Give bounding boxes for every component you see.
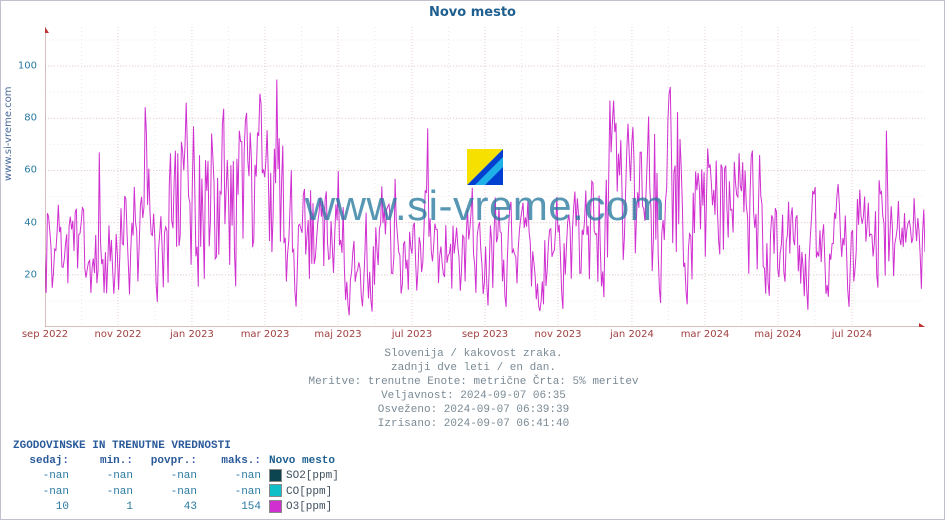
cell-sedaj: -nan <box>13 484 77 499</box>
cell-swatch <box>269 500 286 515</box>
x-tick-label: mar 2023 <box>241 329 290 340</box>
cell-min: -nan <box>77 484 141 499</box>
cell-sedaj: 10 <box>13 500 77 515</box>
chart-container: Novo mesto www.si-vreme.com 20406080100 … <box>0 0 945 520</box>
stats-header-row: sedaj: min.: povpr.: maks.: Novo mesto <box>13 454 347 469</box>
x-tick-label: nov 2022 <box>95 329 142 340</box>
y-tick-label: 100 <box>18 61 37 72</box>
series-swatch-icon <box>269 484 282 497</box>
series-swatch-icon <box>269 469 282 482</box>
cell-series-name: CO[ppm] <box>286 484 347 499</box>
x-tick-label: maj 2023 <box>314 329 361 340</box>
y-tick-label: 80 <box>24 113 37 124</box>
col-min: min.: <box>77 454 141 469</box>
y-tick-label: 40 <box>24 217 37 228</box>
cell-series-name: SO2[ppm] <box>286 469 347 484</box>
metadata-line: Veljavnost: 2024-09-07 06:35 <box>1 389 946 403</box>
cell-swatch <box>269 469 286 484</box>
cell-maks: -nan <box>205 484 269 499</box>
cell-sedaj: -nan <box>13 469 77 484</box>
stats-title: ZGODOVINSKE IN TRENUTNE VREDNOSTI <box>13 439 347 454</box>
table-row: -nan-nan-nan-nanCO[ppm] <box>13 484 347 499</box>
y-axis-tick-labels: 20 40 60 80 100 <box>1 27 41 327</box>
cell-maks: 154 <box>205 500 269 515</box>
x-tick-label: sep 2022 <box>22 329 68 340</box>
cell-min: 1 <box>77 500 141 515</box>
x-tick-label: maj 2024 <box>754 329 801 340</box>
col-maks: maks.: <box>205 454 269 469</box>
plot-area: www.si-vreme.com <box>45 27 925 327</box>
x-tick-label: mar 2024 <box>681 329 730 340</box>
col-povpr: povpr.: <box>141 454 205 469</box>
chart-metadata: Slovenija / kakovost zraka. zadnji dve l… <box>1 347 946 431</box>
stats-table: sedaj: min.: povpr.: maks.: Novo mesto -… <box>13 454 347 515</box>
cell-series-name: O3[ppm] <box>286 500 347 515</box>
series-swatch-icon <box>269 500 282 513</box>
x-axis-tick-labels: sep 2022nov 2022jan 2023mar 2023maj 2023… <box>45 329 925 343</box>
x-tick-label: jul 2023 <box>392 329 433 340</box>
table-row: 10143154 O3[ppm] <box>13 500 347 515</box>
metadata-line: zadnji dve leti / en dan. <box>1 361 946 375</box>
x-tick-label: sep 2023 <box>462 329 508 340</box>
metadata-line: Osveženo: 2024-09-07 06:39:39 <box>1 403 946 417</box>
col-sedaj: sedaj: <box>13 454 77 469</box>
cell-min: -nan <box>77 469 141 484</box>
chart-svg <box>45 27 925 327</box>
x-tick-label: jul 2024 <box>832 329 873 340</box>
cell-maks: -nan <box>205 469 269 484</box>
cell-swatch <box>269 484 286 499</box>
x-tick-label: nov 2023 <box>535 329 582 340</box>
col-group: Novo mesto <box>269 454 347 469</box>
x-tick-label: jan 2023 <box>170 329 214 340</box>
cell-povpr: -nan <box>141 484 205 499</box>
stats-block: ZGODOVINSKE IN TRENUTNE VREDNOSTI sedaj:… <box>13 439 347 515</box>
table-row: -nan-nan-nan-nanSO2[ppm] <box>13 469 347 484</box>
metadata-line: Izrisano: 2024-09-07 06:41:40 <box>1 417 946 431</box>
y-tick-label: 60 <box>24 165 37 176</box>
cell-povpr: -nan <box>141 469 205 484</box>
cell-povpr: 43 <box>141 500 205 515</box>
chart-title: Novo mesto <box>1 1 944 20</box>
x-tick-label: jan 2024 <box>610 329 654 340</box>
metadata-line: Slovenija / kakovost zraka. <box>1 347 946 361</box>
y-tick-label: 20 <box>24 269 37 280</box>
metadata-line: Meritve: trenutne Enote: metrične Črta: … <box>1 375 946 389</box>
